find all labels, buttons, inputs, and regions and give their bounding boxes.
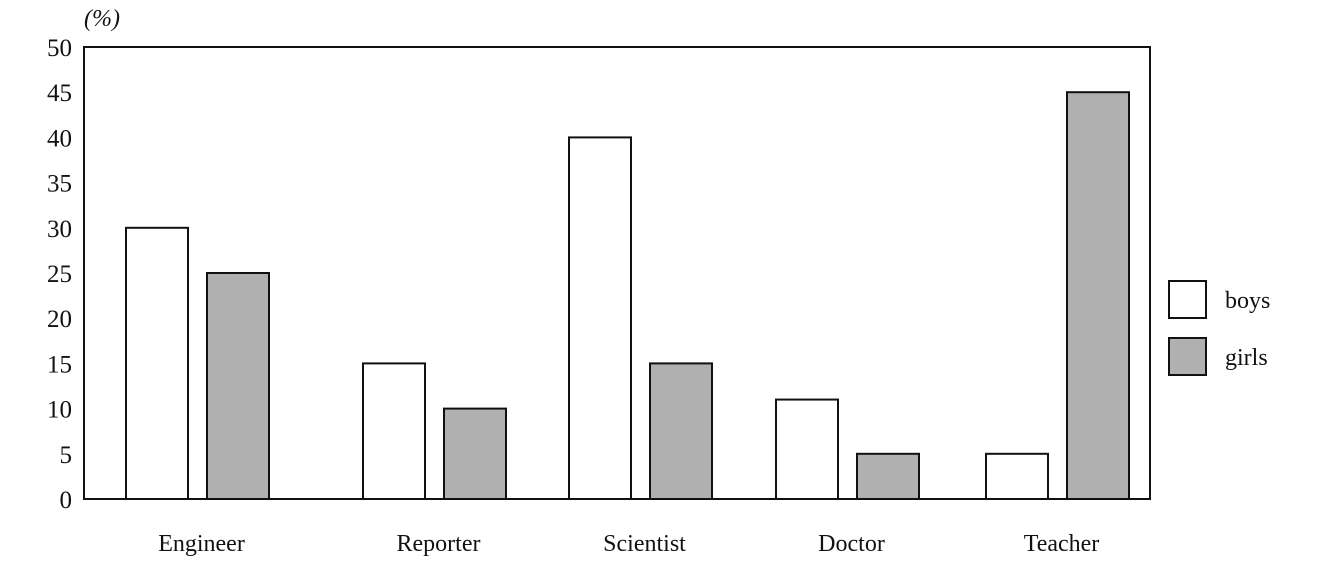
legend-label-girls: girls: [1225, 345, 1268, 371]
x-category-label: Teacher: [1024, 531, 1100, 557]
legend-swatch-girls: [1168, 337, 1207, 376]
x-category-label: Doctor: [818, 531, 885, 557]
y-tick-label: 0: [60, 487, 73, 514]
bar-boys-teacher: [985, 452, 1049, 500]
legend-swatch-boys: [1168, 280, 1207, 319]
bar-girls-teacher: [1066, 91, 1130, 500]
x-category-label: Scientist: [603, 531, 686, 557]
legend-label-boys: boys: [1225, 288, 1270, 314]
y-tick-label: 30: [47, 216, 72, 243]
y-tick-label: 40: [47, 125, 72, 152]
bar-boys-engineer: [125, 226, 189, 501]
y-tick-label: 50: [47, 35, 72, 62]
y-tick-label: 5: [60, 442, 73, 469]
y-tick-label: 15: [47, 351, 72, 378]
y-tick-label: 35: [47, 171, 72, 198]
bar-girls-reporter: [443, 407, 507, 501]
bar-girls-doctor: [856, 452, 920, 500]
x-category-label: Reporter: [397, 531, 481, 557]
y-tick-label: 45: [47, 80, 72, 107]
bar-boys-doctor: [775, 398, 839, 500]
x-category-label: Engineer: [158, 531, 245, 557]
y-tick-label: 20: [47, 306, 72, 333]
bar-girls-scientist: [649, 362, 713, 500]
y-tick-label: 10: [47, 397, 72, 424]
y-tick-label: 25: [47, 261, 72, 288]
y-axis-unit: (%): [84, 6, 120, 32]
bar-boys-reporter: [362, 362, 426, 500]
bar-girls-engineer: [206, 272, 270, 500]
bar-boys-scientist: [568, 136, 632, 500]
